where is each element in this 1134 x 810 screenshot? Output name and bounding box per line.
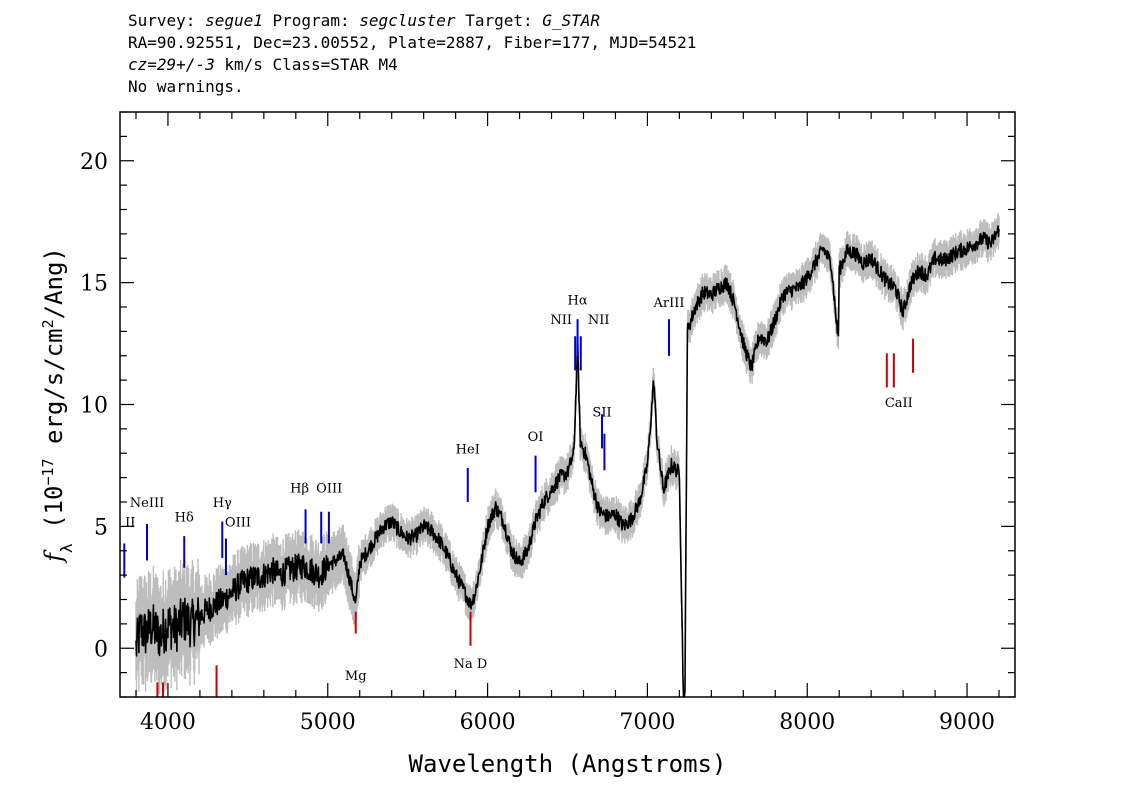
spectral-line-label-11: Hα <box>568 294 588 309</box>
x-axis-label: Wavelength (Angstroms) <box>409 750 727 778</box>
ylabel-mid: erg/s/cm <box>40 328 68 458</box>
spectral-line-label-6: OIII <box>316 481 342 496</box>
x-tick-label-6000: 6000 <box>460 710 516 735</box>
header-line-4: No warnings. <box>128 77 244 96</box>
ylabel-close: /Ang) <box>40 247 68 319</box>
flux-line <box>135 225 1000 698</box>
x-tick-label-7000: 7000 <box>619 710 675 735</box>
y-tick-label-15: 15 <box>80 272 108 297</box>
spectral-line-label-9: OI <box>528 430 544 445</box>
spectral-line-label-19: Mg <box>345 669 367 684</box>
program-value: segcluster <box>359 11 456 30</box>
ylabel-exponent-2: 2 <box>39 319 57 328</box>
y-tick-label-0: 0 <box>94 637 108 662</box>
y-axis-label: fλ (10−17 erg/s/cm2/Ang) <box>39 247 76 564</box>
y-tick-label-5: 5 <box>94 515 108 540</box>
x-tick-label-8000: 8000 <box>779 710 835 735</box>
spectral-line-label-5: Hβ <box>290 481 309 496</box>
spectral-line-label-13: SII <box>592 406 611 421</box>
spectral-line-label-1: NeIII <box>130 496 164 511</box>
class-value: km/s Class=STAR M4 <box>224 55 398 74</box>
spectral-line-label-0: II <box>125 515 135 530</box>
spectrum-header: Survey: segue1 Program: segcluster Targe… <box>128 10 696 98</box>
header-line-2: RA=90.92551, Dec=23.00552, Plate=2887, F… <box>128 33 697 52</box>
tick-labels: 4000 5000 6000 7000 8000 9000 0 5 10 15 20 <box>80 150 995 735</box>
survey-value: segue1 <box>205 11 263 30</box>
target-value: G_STAR <box>542 11 601 30</box>
error-band <box>135 212 1000 697</box>
error-band-path <box>135 212 1000 697</box>
ylabel-exponent-1: −17 <box>39 458 57 485</box>
spectral-line-label-8: HeI <box>456 442 480 457</box>
program-label: Program: <box>272 11 350 30</box>
spectral-line-label-4: OIII <box>225 515 251 530</box>
header-line-3: cz=29+/-3 km/s Class=STAR M4 <box>128 54 696 76</box>
spectral-line-label-15: ArIII <box>652 296 684 311</box>
spectral-line-label-20: Na D <box>454 657 488 672</box>
redshift-value: cz=29+/-3 <box>128 55 215 74</box>
spectral-line-label-21: CaII <box>885 396 913 411</box>
flux-line-group <box>135 225 1000 698</box>
axes <box>119 111 1016 698</box>
x-tick-label-4000: 4000 <box>140 710 196 735</box>
ylabel-open: (10 <box>40 486 68 544</box>
y-tick-label-20: 20 <box>80 150 108 175</box>
y-tick-label-10: 10 <box>80 394 108 419</box>
ylabel-subscript: λ <box>57 543 76 553</box>
survey-label: Survey: <box>128 11 196 30</box>
spectral-line-label-3: Hγ <box>213 496 232 511</box>
target-label: Target: <box>465 11 533 30</box>
x-tick-label-5000: 5000 <box>300 710 356 735</box>
header-line-1: Survey: segue1 Program: segcluster Targe… <box>128 10 696 32</box>
x-tick-label-9000: 9000 <box>939 710 995 735</box>
spectral-line-label-12: NII <box>588 313 610 328</box>
plot-frame <box>119 111 1016 698</box>
spectral-line-label-2: Hδ <box>175 511 194 526</box>
spectral-line-label-10: NII <box>550 313 572 328</box>
